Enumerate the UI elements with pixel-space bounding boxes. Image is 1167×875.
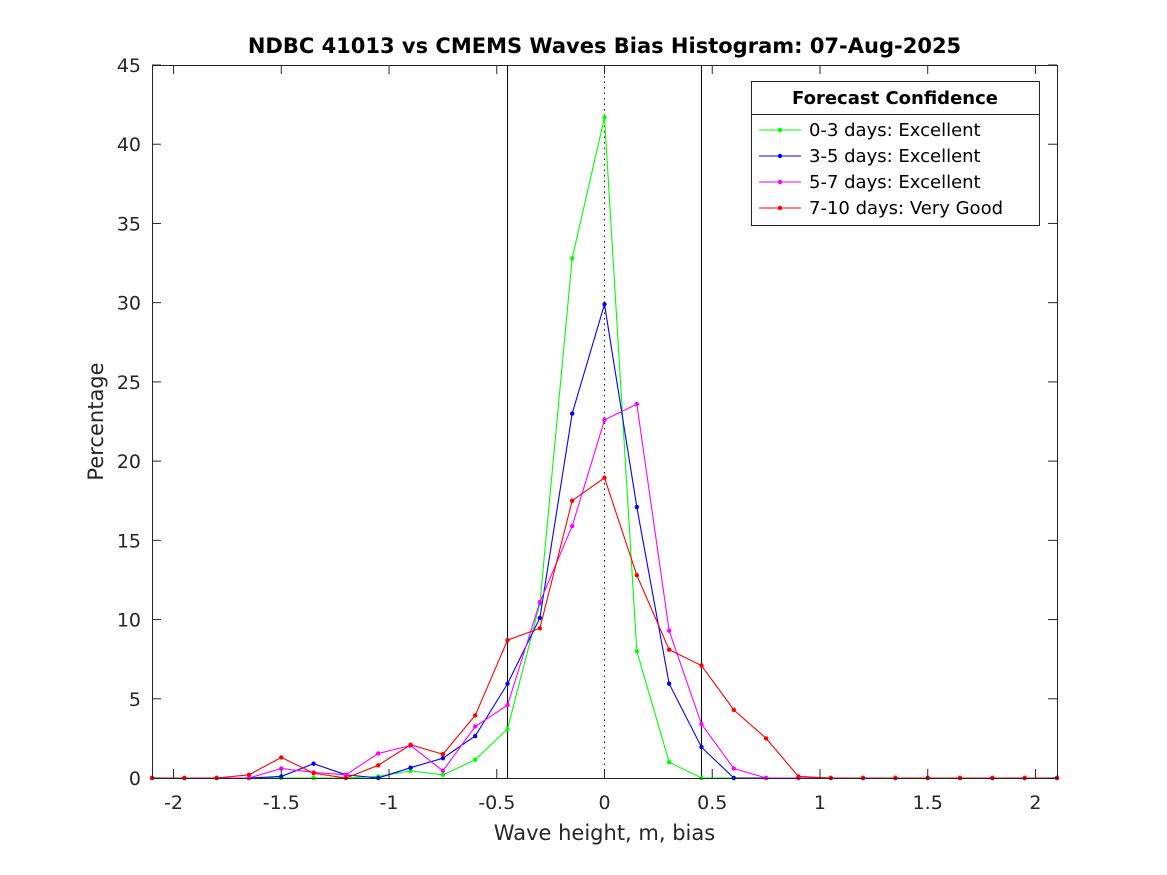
data-point [440, 772, 446, 778]
data-point [666, 759, 672, 765]
data-point [537, 615, 543, 621]
data-point [666, 628, 672, 633]
y-tick-label: 5 [129, 689, 141, 711]
data-point [569, 256, 575, 261]
reference-lines [507, 65, 702, 778]
data-point [699, 663, 704, 668]
data-point [634, 572, 640, 578]
legend-label: 7-10 days: Very Good [809, 198, 1003, 219]
y-tick-label: 10 [117, 610, 141, 632]
data-point [569, 498, 575, 503]
data-point [505, 637, 510, 643]
data-point [343, 772, 349, 778]
data-point [699, 721, 704, 727]
data-point [505, 681, 510, 686]
data-point [473, 713, 478, 718]
legend-label: 3-5 days: Excellent [809, 146, 981, 167]
data-point [279, 766, 284, 771]
data-point [731, 766, 736, 771]
legend-item: 7-10 days: Very Good [759, 198, 1003, 219]
data-point [602, 475, 607, 480]
legend-swatch-marker [777, 153, 783, 159]
data-point [376, 763, 381, 768]
data-point [473, 757, 478, 762]
legend-items: 0-3 days: Excellent 3-5 days: Excellent 5-… [759, 120, 1003, 219]
legend-swatch-marker [777, 179, 783, 185]
data-point [505, 726, 510, 732]
data-point [440, 755, 446, 761]
legend-box [751, 81, 1040, 226]
legend-label: 5-7 days: Excellent [809, 172, 981, 193]
data-point [602, 417, 607, 423]
data-point [666, 647, 672, 652]
y-tick-label: 30 [117, 293, 141, 315]
data-point [602, 115, 607, 120]
data-point [634, 504, 640, 510]
legend-swatch-marker [777, 205, 783, 211]
x-tick-label: -1 [380, 792, 399, 814]
chart-title: NDBC 41013 vs CMEMS Waves Bias Histogram… [248, 34, 961, 58]
y-tick-label: 40 [117, 134, 141, 156]
x-tick-label: 0.5 [697, 792, 727, 814]
x-tick-label: 1.5 [913, 792, 943, 814]
x-axis-ticks: -2 -1.5 -1 -0.5 0 0.5 1 1.5 2 [164, 65, 1041, 814]
data-point [569, 411, 575, 416]
legend-item: 5-7 days: Excellent [759, 172, 981, 193]
data-point [763, 736, 769, 741]
data-point [408, 765, 413, 770]
y-tick-label: 35 [117, 213, 141, 235]
data-point [537, 626, 543, 631]
x-tick-label: -0.5 [478, 792, 515, 814]
data-point [408, 768, 413, 774]
y-axis-ticks: 0 5 10 15 20 25 30 35 40 45 [117, 55, 1057, 790]
data-point [537, 599, 543, 605]
data-point [699, 744, 704, 750]
data-point [731, 707, 736, 713]
data-point [634, 649, 640, 654]
data-point [505, 702, 510, 708]
y-tick-label: 0 [129, 768, 141, 790]
x-tick-label: -1.5 [263, 792, 300, 814]
x-tick-label: -2 [164, 792, 183, 814]
x-tick-label: 0 [598, 792, 610, 814]
y-tick-label: 15 [117, 530, 141, 552]
legend-label: 0-3 days: Excellent [809, 120, 981, 141]
x-axis-label: Wave height, m, bias [494, 821, 715, 845]
y-tick-label: 45 [117, 55, 141, 77]
legend-title: Forecast Confidence [792, 88, 998, 109]
data-point [246, 772, 252, 778]
data-point [440, 752, 446, 757]
data-point [569, 523, 575, 529]
data-point [634, 401, 640, 407]
data-point [376, 751, 381, 756]
data-point [311, 761, 316, 766]
x-tick-label: 1 [814, 792, 826, 814]
data-point [666, 681, 672, 686]
data-point [796, 774, 801, 779]
data-point [602, 302, 607, 307]
legend-item: 3-5 days: Excellent [759, 146, 981, 167]
data-point [311, 771, 316, 776]
y-axis-label: Percentage [84, 362, 108, 480]
legend-swatch-marker [777, 127, 783, 133]
x-tick-label: 2 [1029, 792, 1041, 814]
data-point [473, 724, 478, 729]
data-point [408, 742, 413, 747]
legend: Forecast Confidence 0-3 days: Excellent 3… [751, 81, 1040, 226]
data-point [279, 755, 284, 760]
y-tick-label: 25 [117, 372, 141, 394]
y-tick-label: 20 [117, 451, 141, 473]
data-point [473, 733, 478, 739]
data-point [440, 768, 446, 774]
legend-item: 0-3 days: Excellent [759, 120, 981, 141]
